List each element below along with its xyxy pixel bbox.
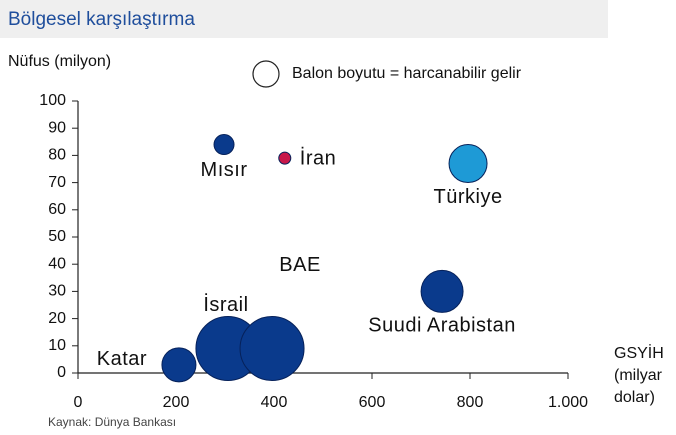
x-tick-label: 200 xyxy=(163,394,190,411)
source: Kaynak: Dünya Bankası xyxy=(48,415,176,429)
y-tick-label: 60 xyxy=(48,201,66,218)
bubble-label: Katar xyxy=(97,348,147,370)
y-tick-label: 30 xyxy=(48,283,66,300)
x-axis-label: GSYİH xyxy=(614,343,664,362)
bubble xyxy=(213,134,235,156)
y-tick-label: 10 xyxy=(48,337,66,354)
bubble-label: Suudi Arabistan xyxy=(368,315,516,337)
y-tick-label: 90 xyxy=(48,119,66,136)
y-tick-label: 0 xyxy=(57,364,66,381)
legend-circle xyxy=(252,60,280,88)
bubble-label: BAE xyxy=(279,254,321,276)
x-tick-label: 0 xyxy=(74,394,83,411)
bubble xyxy=(420,269,464,313)
bubble xyxy=(448,144,488,184)
bubble-label: Türkiye xyxy=(434,186,503,208)
x-tick-label: 800 xyxy=(457,394,484,411)
x-tick-label: 400 xyxy=(261,394,288,411)
y-tick-label: 50 xyxy=(48,228,66,245)
y-tick-label: 70 xyxy=(48,174,66,191)
bubble-label: İran xyxy=(300,146,336,169)
y-tick-label: 40 xyxy=(48,255,66,272)
bubble xyxy=(239,316,305,382)
y-axis-label: Nüfus (milyon) xyxy=(8,53,111,70)
title-bar xyxy=(0,0,608,38)
y-tick-label: 20 xyxy=(48,310,66,327)
x-axis-label: dolar) xyxy=(614,389,655,406)
x-tick-label: 600 xyxy=(359,394,386,411)
bubble-label: İsrail xyxy=(203,293,248,316)
bubble-label: Mısır xyxy=(201,159,248,181)
bubble xyxy=(278,151,292,165)
y-tick-label: 80 xyxy=(48,147,66,164)
bubble xyxy=(161,347,197,383)
x-axis-label: (milyar xyxy=(614,367,663,384)
chart-title: Bölgesel karşılaştırma xyxy=(8,9,195,30)
legend-text: Balon boyutu = harcanabilir gelir xyxy=(292,65,522,82)
y-tick-label: 100 xyxy=(39,92,66,109)
x-tick-label: 1.000 xyxy=(548,394,588,411)
